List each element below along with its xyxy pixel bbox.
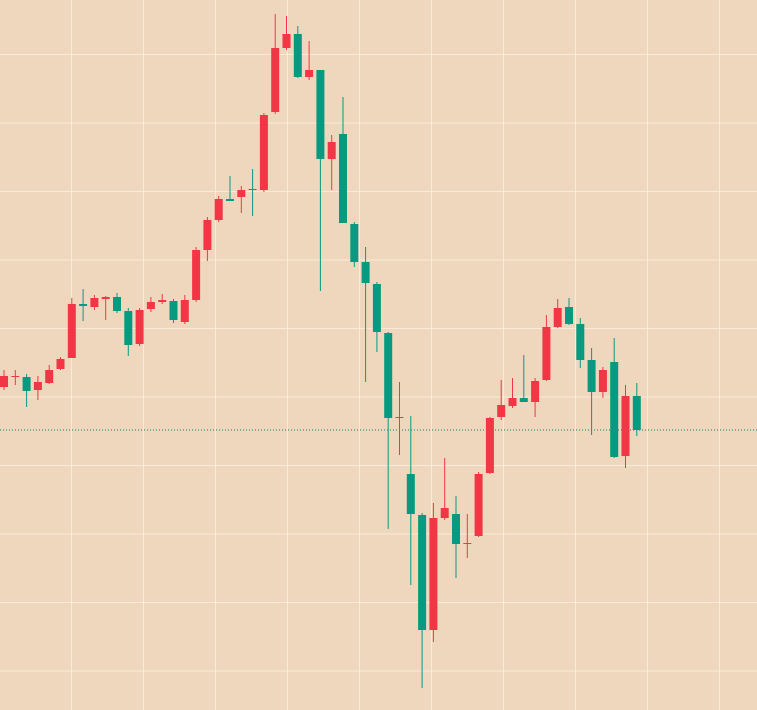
- candle-body: [22, 377, 31, 391]
- candle-body: [101, 297, 110, 299]
- candle-body: [519, 398, 528, 402]
- candle-body: [158, 300, 167, 302]
- candle-body: [67, 304, 76, 358]
- candle-body: [214, 199, 223, 220]
- candle-body: [45, 370, 54, 383]
- candle-body: [113, 297, 121, 311]
- candle-body: [0, 376, 8, 387]
- candle-body: [135, 310, 144, 344]
- candle-body: [474, 474, 483, 536]
- candle-body: [610, 362, 619, 457]
- candle-body: [271, 48, 280, 112]
- candle-body: [485, 418, 494, 473]
- candle-body: [56, 359, 65, 369]
- candle-body: [192, 250, 201, 300]
- candle-body: [259, 115, 268, 190]
- candle-body: [542, 327, 551, 380]
- candle-body: [372, 284, 381, 332]
- candle-body: [531, 381, 540, 402]
- candle-body: [632, 396, 641, 430]
- candle-body: [33, 382, 42, 390]
- candle-body: [316, 70, 325, 159]
- candle-body: [440, 508, 449, 518]
- candle-body: [124, 311, 133, 345]
- candle-body: [361, 262, 370, 283]
- candle-body: [621, 396, 630, 456]
- candle-body: [406, 474, 415, 514]
- candle-body: [305, 70, 314, 77]
- candle-body: [180, 300, 189, 322]
- candle-body: [248, 189, 257, 190]
- candle-body: [576, 324, 585, 360]
- candle-body: [587, 360, 596, 392]
- candle-body: [11, 376, 20, 377]
- candle-body: [327, 142, 336, 159]
- candle-body: [203, 220, 212, 250]
- candle-body: [418, 515, 427, 630]
- candle-body: [282, 34, 291, 48]
- candle-body: [226, 199, 234, 201]
- candle-body: [508, 398, 517, 406]
- candle-body: [395, 417, 404, 418]
- candle-body: [497, 405, 506, 417]
- candle-body: [553, 308, 562, 327]
- candle-body: [350, 224, 359, 262]
- candle-body: [429, 518, 438, 630]
- candle-body: [452, 514, 460, 544]
- candle-body: [90, 298, 99, 307]
- candle-body: [237, 190, 246, 197]
- candle-body: [565, 307, 573, 324]
- candle-body: [79, 304, 88, 306]
- candle-body: [598, 370, 607, 392]
- candle-body: [293, 34, 302, 77]
- candle-body: [146, 302, 155, 309]
- candle-body: [339, 134, 347, 223]
- candle-body: [463, 543, 472, 544]
- candle-body: [384, 333, 393, 418]
- candle-body: [169, 301, 178, 320]
